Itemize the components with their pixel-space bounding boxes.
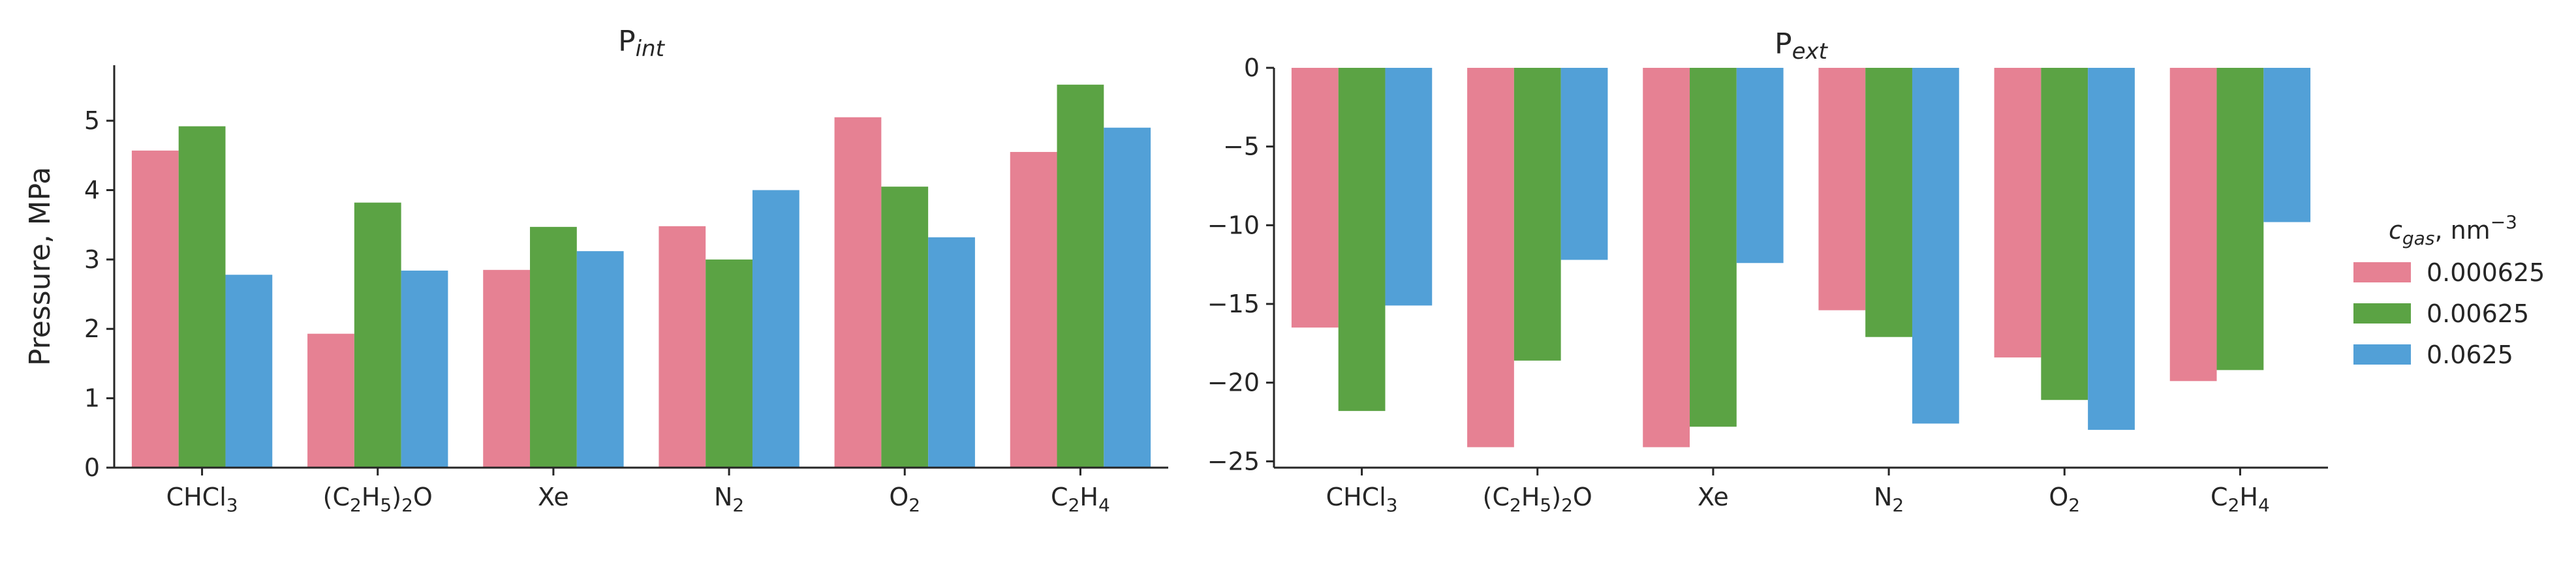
legend-entry-label: 0.00625 [2427,299,2529,328]
bar [1104,127,1151,468]
bar [1010,151,1057,468]
x-tick-label: (C2H5)2O [323,483,433,516]
bar [928,237,975,468]
y-tick-label: −20 [1207,369,1260,397]
bar [178,126,226,468]
bar [576,251,624,468]
y-tick-label: −15 [1207,290,1260,318]
bar [1865,68,1912,337]
legend-entry-label: 0.000625 [2427,258,2545,287]
legend-swatch [2353,262,2411,282]
bar [1467,68,1514,447]
bar [1513,68,1561,361]
x-tick-label: N2 [1874,483,1904,516]
x-tick-label: C2H4 [2211,483,2270,516]
bar [1385,68,1433,306]
x-tick-label: O2 [889,483,920,516]
y-tick-label: −5 [1223,132,1260,161]
y-tick-label: 2 [84,314,100,343]
chart-p-int: Pint 0 1 2 3 4 5 CHCl3 (C2H5)2O Xe N2 O2 C2H4 Pressur… [23,25,1168,516]
x-tick-label: C2H4 [1051,483,1110,516]
x-tick-label: (C2H5)2O [1483,483,1592,516]
bar [706,259,753,468]
x-tick-label: N2 [714,483,744,516]
bar [1912,68,1959,424]
bar [401,270,448,468]
y-tick-label: 0 [84,453,100,482]
bar [1690,68,1737,427]
y-tick-label: −10 [1207,211,1260,239]
y-tick-label: 4 [84,175,100,204]
bar [659,226,706,468]
bar [1057,84,1104,468]
x-tick-label: O2 [2049,483,2080,516]
bar [1291,68,1339,328]
y-tick-label: 3 [84,245,100,274]
bar [1818,68,1866,310]
bar [1994,68,2041,358]
chart-title: Pint [618,25,666,62]
x-tick-label: Xe [538,483,569,511]
legend-title: cgas, nm−3 [2389,211,2517,249]
legend: cgas, nm−3 0.000625 0.00625 0.0625 [2353,211,2545,369]
bar [2041,68,2088,400]
legend-swatch [2353,344,2411,365]
y-tick-label: −25 [1207,447,1260,475]
bar [354,202,401,468]
bar [1643,68,1690,447]
legend-swatch [2353,303,2411,324]
bar [307,333,354,468]
bar [483,269,531,468]
legend-entry-label: 0.0625 [2427,340,2513,369]
bar [881,187,929,468]
y-tick-label: 5 [84,106,100,135]
y-axis-label: Pressure, MPa [23,167,57,366]
x-tick-label: Xe [1698,483,1729,511]
bar [2169,68,2217,382]
y-tick-label: 1 [84,384,100,413]
chart-p-ext: Pext 0 −5 −10 −15 −20 −25 CHCl3 (C2H5)2O Xe N2 O2 C2… [1207,27,2328,516]
chart-title: Pext [1775,27,1829,65]
bar [131,150,179,468]
x-tick-label: CHCl3 [166,483,238,516]
bar [752,190,799,468]
x-tick-label: CHCl3 [1326,483,1398,516]
bar [1338,68,1386,412]
bar [834,117,882,468]
bar [225,275,273,468]
bar [2216,68,2264,370]
y-tick-label: 0 [1244,53,1260,82]
bar [530,226,577,468]
bar [2263,68,2311,222]
bar [2088,68,2135,430]
bar [1736,68,1784,263]
bar [1560,68,1608,260]
